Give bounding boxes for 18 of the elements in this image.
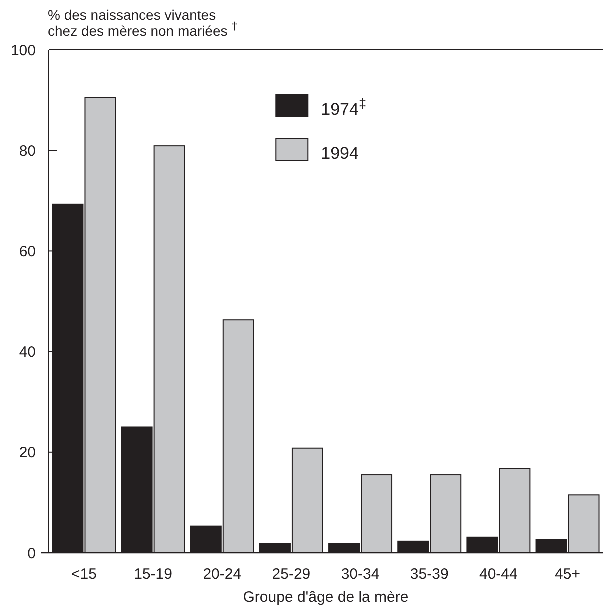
legend-label: 1994: [321, 144, 359, 163]
y-tick-label: 100: [10, 42, 36, 60]
y-tick-label: 80: [19, 142, 36, 160]
y-tick-label: 60: [19, 243, 36, 260]
y-tick-label: 20: [19, 444, 36, 462]
x-tick-label: 25-29: [272, 566, 311, 583]
x-tick-label: 15-19: [134, 566, 172, 583]
y-tick-label: 0: [28, 545, 36, 562]
x-axis-title: Groupe d'âge de la mère: [243, 589, 409, 606]
x-tick-label: 40-44: [480, 566, 518, 583]
x-tick-label: 30-34: [341, 566, 380, 583]
x-tick-label: 20-24: [203, 566, 242, 583]
y-tick-label: 40: [19, 344, 36, 362]
x-tick-label: <15: [72, 566, 97, 583]
legend-label: 1974$^{‡}$: [321, 96, 367, 119]
y-axis-title: % des naissances vivantes chez des mères non mariées $^{†}$: [48, 7, 238, 39]
x-tick-label: 35-39: [410, 566, 449, 583]
x-tick-label: 45+: [555, 566, 581, 583]
